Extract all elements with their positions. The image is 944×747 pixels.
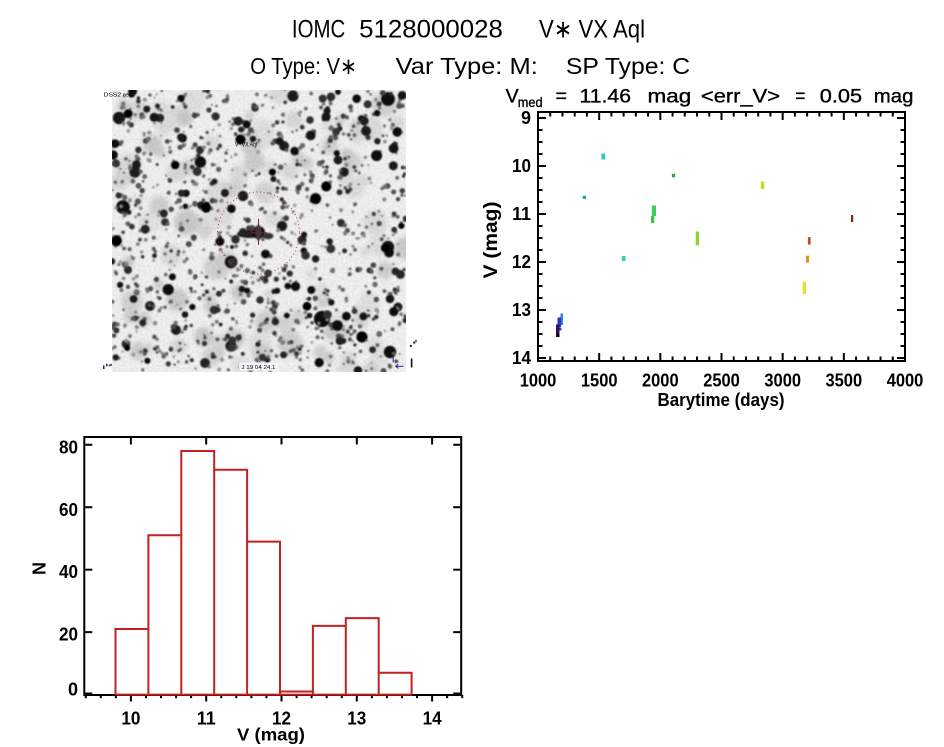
svg-text:14: 14 (512, 348, 531, 368)
svg-text:O Type: V∗: O Type: V∗ (250, 53, 357, 79)
svg-text:14: 14 (423, 709, 442, 729)
svg-text:3500: 3500 (826, 371, 863, 391)
svg-text:IOMC: IOMC (292, 16, 345, 44)
svg-text:12: 12 (512, 252, 531, 272)
svg-text:3000: 3000 (764, 371, 801, 391)
svg-text:11.46: 11.46 (580, 86, 632, 108)
svg-text:2000: 2000 (642, 371, 679, 391)
svg-text:11: 11 (512, 204, 531, 224)
svg-text:=: = (795, 86, 805, 108)
svg-text:80: 80 (59, 438, 78, 458)
svg-text:DSS2 red: DSS2 red (104, 93, 133, 99)
svg-text:V (mag): V (mag) (481, 202, 502, 279)
svg-text:13: 13 (347, 709, 366, 729)
svg-text:V (mag): V (mag) (237, 725, 305, 745)
svg-text:13: 13 (512, 300, 531, 320)
svg-text:4000: 4000 (887, 371, 924, 391)
svg-text:mag: mag (648, 86, 692, 108)
svg-text:12: 12 (272, 709, 291, 729)
svg-text:med: med (518, 95, 543, 110)
svg-text:10: 10 (121, 709, 140, 729)
svg-text:5128000028: 5128000028 (359, 16, 503, 44)
svg-text:9: 9 (521, 108, 531, 128)
svg-text:0: 0 (68, 680, 78, 700)
svg-text:V* VX Aql: V* VX Aql (235, 142, 257, 149)
svg-text:1500: 1500 (581, 371, 618, 391)
svg-text:10: 10 (512, 156, 531, 176)
svg-text:mag: mag (874, 86, 914, 108)
svg-text:11: 11 (197, 709, 216, 729)
svg-text:SP Type: C: SP Type: C (566, 53, 690, 79)
svg-text:1000: 1000 (520, 371, 557, 391)
svg-text:0.05: 0.05 (820, 86, 862, 108)
svg-text:2500: 2500 (703, 371, 740, 391)
svg-text:N: N (30, 562, 50, 575)
svg-text:Barytime (days): Barytime (days) (658, 389, 785, 410)
svg-text:=: = (556, 86, 568, 108)
svg-text:V∗ VX Aql: V∗ VX Aql (539, 16, 645, 44)
svg-text:V: V (506, 86, 519, 108)
svg-text:40: 40 (59, 562, 78, 582)
svg-text:J 19 04 24.1: J 19 04 24.1 (242, 365, 276, 371)
svg-text:20: 20 (59, 625, 78, 645)
svg-text:60: 60 (59, 500, 78, 520)
svg-text:<err_V>: <err_V> (701, 86, 780, 108)
svg-text:Var Type: M:: Var Type: M: (396, 53, 538, 79)
